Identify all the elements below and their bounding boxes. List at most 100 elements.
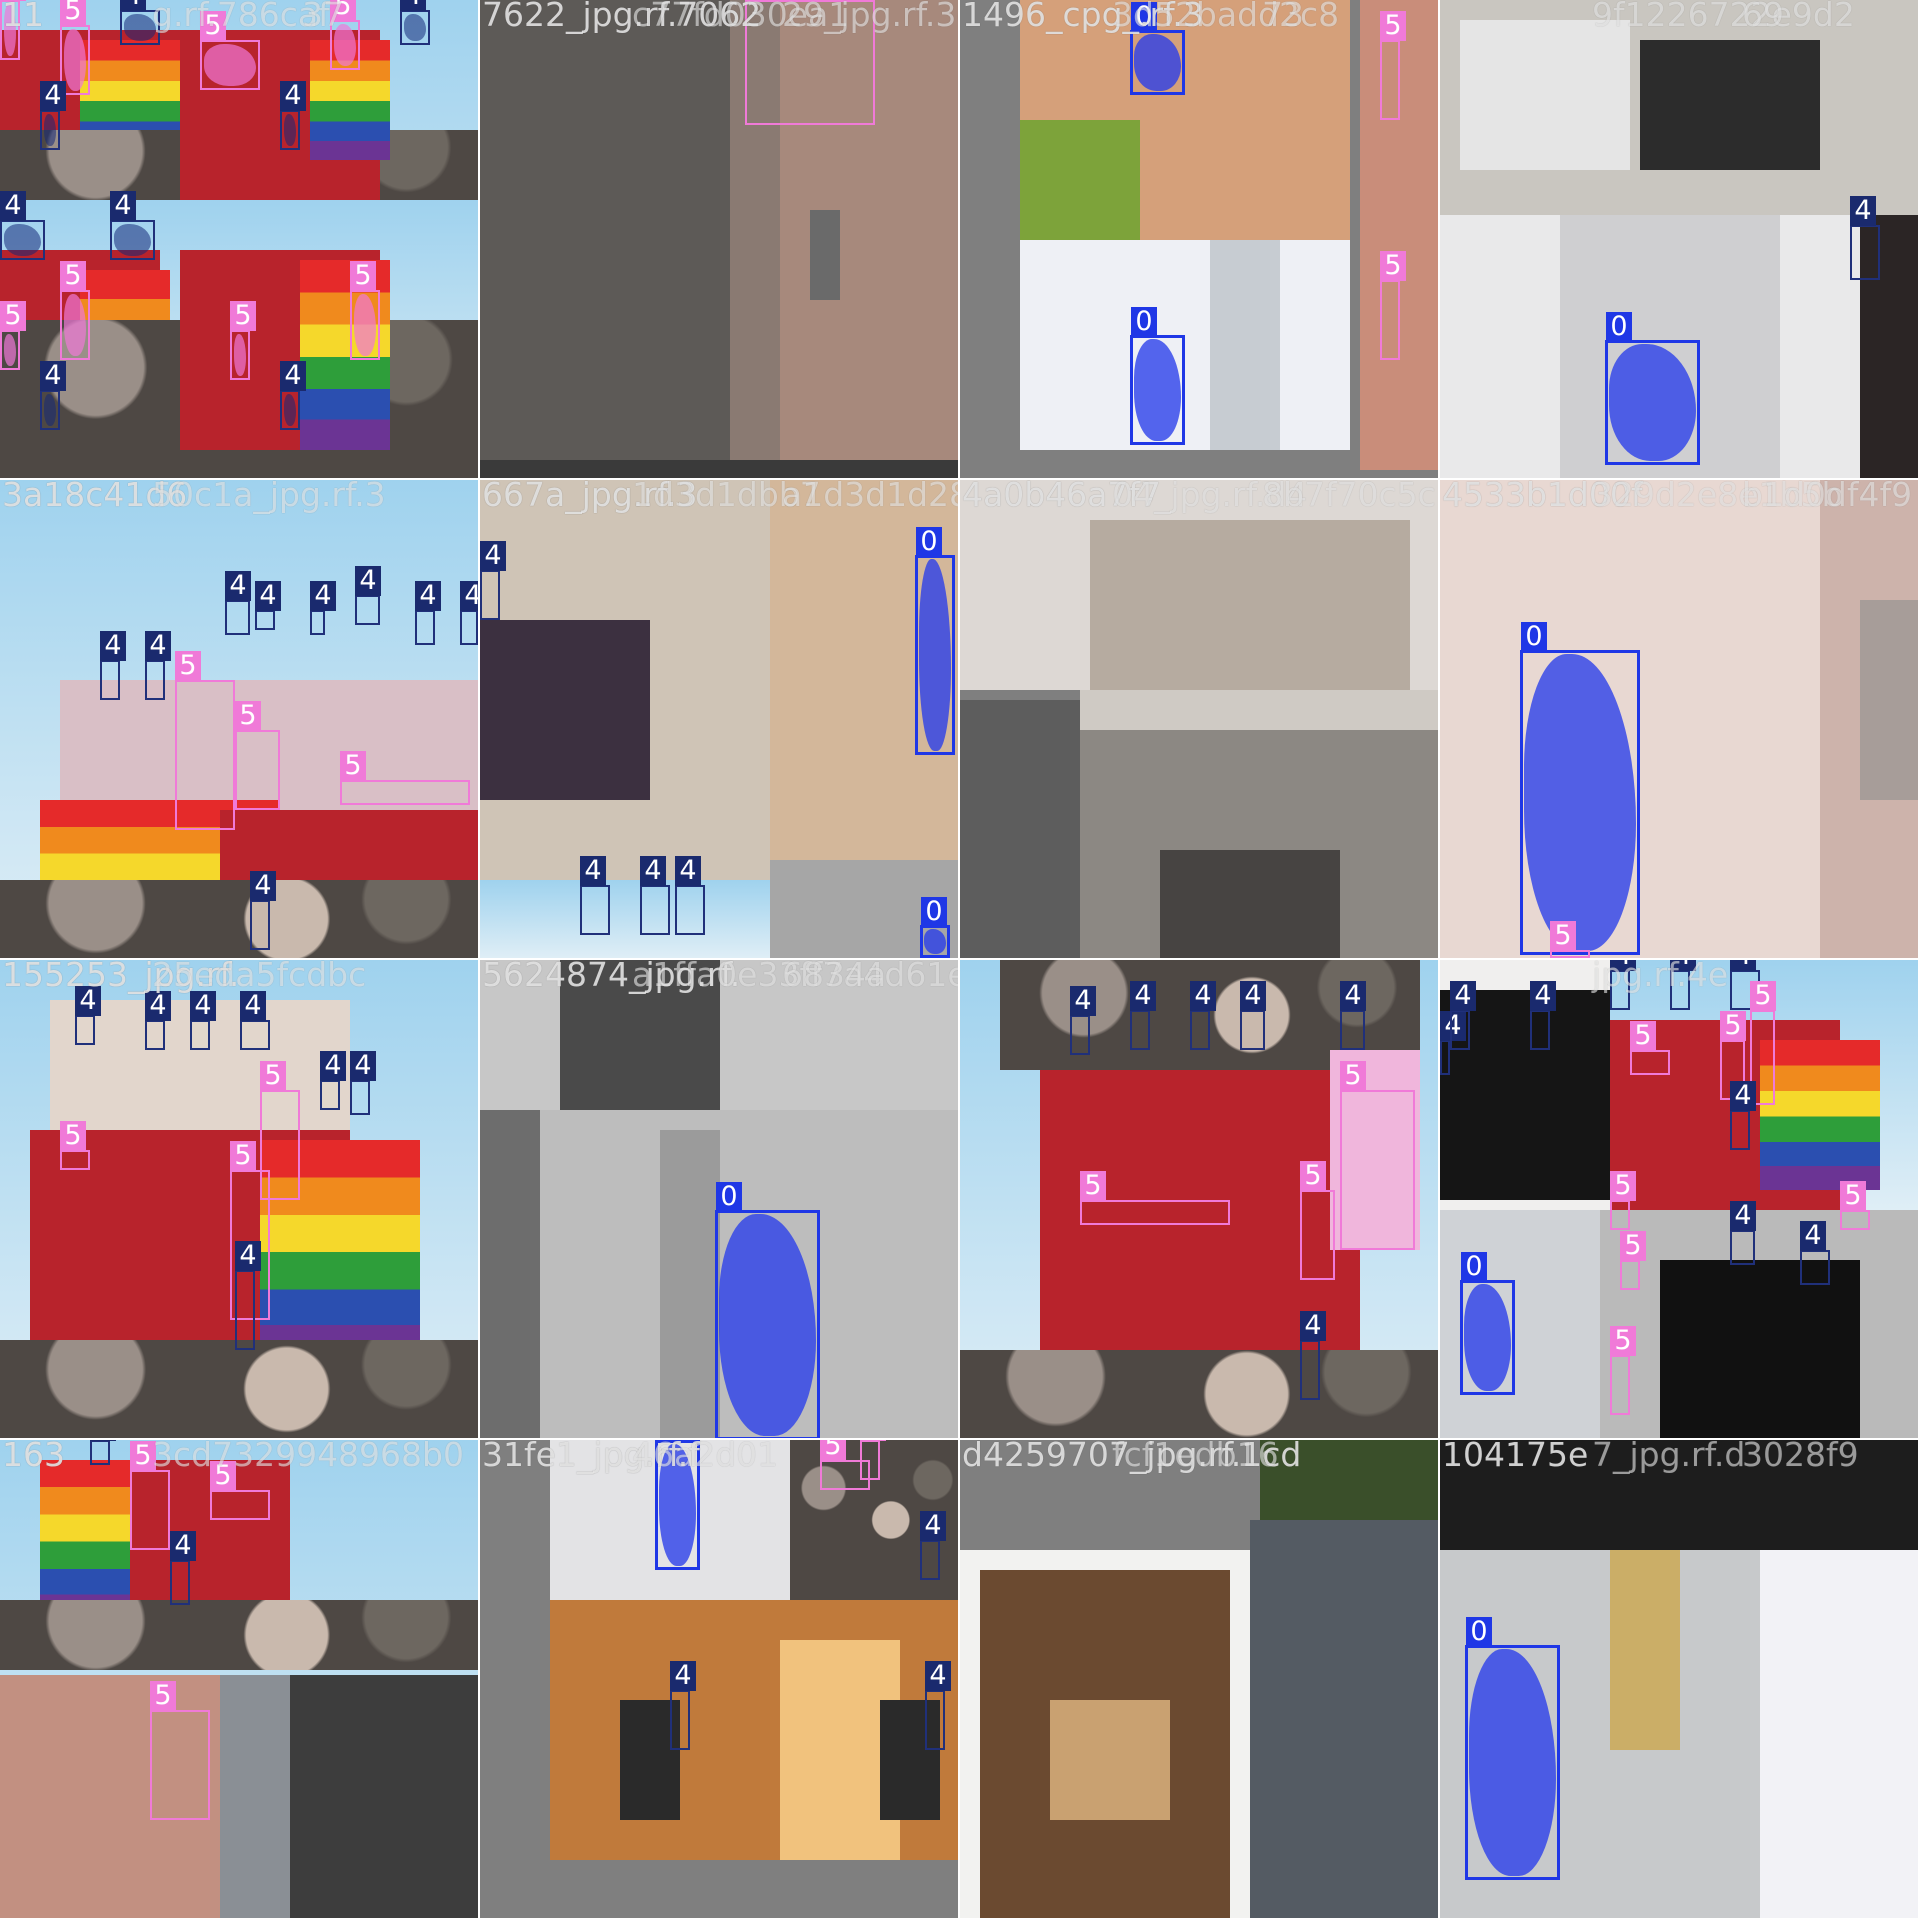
segmentation-mask [124, 14, 156, 41]
scene-region [1860, 600, 1918, 800]
detection-box: 4 [1800, 1221, 1830, 1285]
scene-region [480, 1110, 540, 1438]
detection-box: 0 [655, 1440, 700, 1570]
class-label: 4 [225, 571, 251, 601]
detection-box: 4 [1850, 196, 1880, 280]
class-label: 5 [1080, 1171, 1106, 1201]
scene-region [260, 1140, 420, 1360]
class-label: 4 [920, 1511, 946, 1541]
class-label: 4 [240, 991, 266, 1021]
class-label: 4 [480, 541, 506, 571]
scene-region [1210, 240, 1280, 450]
detection-box: 4 [120, 0, 160, 45]
detection-box: 4 [1300, 1311, 1326, 1400]
detection-box: 0 [915, 527, 955, 755]
detection-box: 4 [580, 856, 610, 935]
class-label: 5 [60, 0, 86, 26]
class-label: 4 [1610, 960, 1636, 971]
class-label: 5 [1340, 1061, 1366, 1091]
class-label: 4 [280, 361, 306, 391]
class-label: 4 [640, 856, 666, 886]
detection-box: 4 [1190, 981, 1216, 1050]
class-label: 4 [280, 81, 306, 111]
detection-box: 0 [1130, 307, 1185, 445]
scene-region [1090, 520, 1410, 690]
scene-region [1160, 850, 1340, 958]
class-label: 5 [330, 0, 356, 21]
scene-region [1860, 215, 1918, 478]
detection-box: 4 [1730, 1201, 1756, 1265]
scene-region [1050, 1700, 1170, 1820]
segmentation-mask [719, 1214, 816, 1436]
detection-box: 4 [1340, 981, 1366, 1050]
scene-region [960, 700, 1080, 958]
class-label: 5 [820, 1440, 846, 1461]
class-label: 4 [320, 1051, 346, 1081]
class-label: 4 [1530, 981, 1556, 1011]
class-label: 5 [1840, 1181, 1866, 1211]
class-label: 4 [1730, 1201, 1756, 1231]
detection-box: 0 [1130, 2, 1185, 95]
detection-box: 4 [1440, 1011, 1466, 1075]
detection-box: 4 [145, 991, 171, 1050]
class-label: 5 [175, 651, 201, 681]
detection-box: 5 [1630, 1021, 1670, 1075]
class-label: 5 [1750, 981, 1776, 1011]
class-label: 5 [60, 1121, 86, 1151]
class-label: 5 [210, 1461, 236, 1491]
segmentation-mask [44, 394, 56, 426]
detection-box: 5 [340, 751, 470, 805]
detection-box: 4 [670, 1661, 696, 1750]
detection-box: 5 [1720, 1011, 1746, 1100]
class-label: 4 [145, 631, 171, 661]
scene-region [1250, 1520, 1438, 1918]
mosaic-tile: 0 104175e 7_jpg.rf.d 3028f9 [1440, 1440, 1918, 1918]
class-label: 0 [1131, 2, 1157, 32]
scene-region [660, 1130, 720, 1438]
segmentation-mask [284, 114, 296, 146]
class-label: 4 [0, 191, 26, 221]
detection-box: 4 [310, 581, 336, 635]
detection-box: 5 [820, 1440, 870, 1490]
detection-box: 5 [1610, 1171, 1636, 1230]
scene-region [0, 1340, 478, 1438]
class-label: 4 [145, 991, 171, 1021]
class-label: 5 [745, 0, 771, 1]
segmentation-mask [354, 294, 376, 356]
detection-box: 4 [1730, 1081, 1756, 1150]
detection-box: 5 [350, 261, 380, 360]
class-label: 5 [150, 1681, 176, 1711]
detection-box: 4 [1240, 981, 1266, 1050]
mosaic-tile: 0 5 0 5 1496_cpg_.rf.3 3d52badd2c8 73 [960, 0, 1438, 478]
class-label: 4 [925, 1661, 951, 1691]
mosaic-tile: d4259707_jpg.rf.1cd fcf1edb16 [960, 1440, 1438, 1918]
class-label: 4 [400, 0, 426, 11]
detection-box: 4 [1530, 981, 1556, 1050]
class-label: 0 [656, 1440, 682, 1442]
class-label: 5 [1630, 1021, 1656, 1051]
detection-box: 4 [250, 871, 276, 950]
class-label: 5 [340, 751, 366, 781]
mosaic-tile: 4 4 4 4 4 4 5 5 5 4 155253_jpg.rf. 25eda5fcdbc [0, 960, 478, 1438]
class-label: 4 [1730, 1081, 1756, 1111]
detection-box: 4 [355, 566, 381, 625]
segmentation-mask [334, 24, 356, 66]
segmentation-mask [44, 114, 56, 146]
class-label: 4 [235, 1241, 261, 1271]
class-label: 4 [1440, 1011, 1466, 1041]
class-label: 4 [40, 361, 66, 391]
detection-box: 4 [0, 191, 45, 260]
mosaic-tile: 0 5 4533b1d00f 329d2e8e1b5b b1d0df4f9 [1440, 480, 1918, 958]
segmentation-mask [1609, 344, 1696, 461]
detection-box: 5 [0, 301, 26, 370]
scene-region [0, 1600, 478, 1670]
scene-region [1020, 240, 1350, 450]
detection-box: 4 [350, 1051, 376, 1115]
detection-box: 4 [40, 361, 66, 430]
scene-region [1760, 1550, 1918, 1918]
mosaic-tile: 455451633cd7329948968b0 [0, 1440, 478, 1918]
detection-box: 5 [330, 0, 360, 70]
class-label: 0 [1131, 307, 1157, 337]
